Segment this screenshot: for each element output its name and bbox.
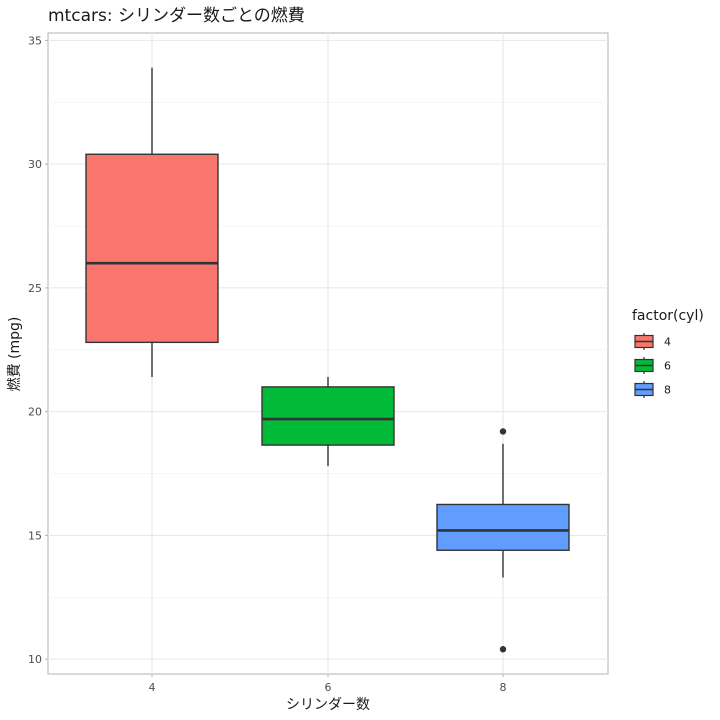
y-tick-label: 35: [28, 34, 42, 47]
x-tick-label: 8: [500, 681, 507, 694]
y-tick-label: 30: [28, 158, 42, 171]
box-8: [436, 428, 570, 653]
legend-item-6: 6: [634, 357, 671, 374]
y-tick-label: 25: [28, 282, 42, 295]
box-iqr: [261, 386, 395, 446]
box-4: [85, 67, 219, 378]
legend-label: 6: [664, 360, 671, 373]
y-axis-ticks: 10 15 20 25 30 35: [28, 34, 48, 666]
x-axis-ticks: 4 6 8: [149, 674, 507, 694]
y-tick-label: 15: [28, 529, 42, 542]
legend-label: 4: [664, 336, 671, 349]
box-iqr: [436, 503, 570, 551]
legend: factor(cyl) 4 6 8: [632, 308, 704, 398]
outlier-point: [499, 646, 507, 653]
box-6: [261, 377, 395, 467]
box-series: [85, 67, 570, 653]
outlier-point: [499, 428, 507, 435]
box-iqr: [85, 153, 219, 344]
x-tick-label: 4: [149, 681, 156, 694]
y-tick-label: 10: [28, 653, 42, 666]
legend-item-8: 8: [634, 381, 671, 398]
legend-item-4: 4: [634, 333, 671, 350]
x-axis-title: シリンダー数: [286, 697, 370, 713]
legend-title: factor(cyl): [632, 308, 704, 324]
chart-title: mtcars: シリンダー数ごとの燃費: [48, 6, 305, 26]
legend-label: 8: [664, 384, 671, 397]
y-tick-label: 20: [28, 406, 42, 419]
y-axis-title: 燃費 (mpg): [6, 317, 23, 392]
x-tick-label: 6: [325, 681, 332, 694]
